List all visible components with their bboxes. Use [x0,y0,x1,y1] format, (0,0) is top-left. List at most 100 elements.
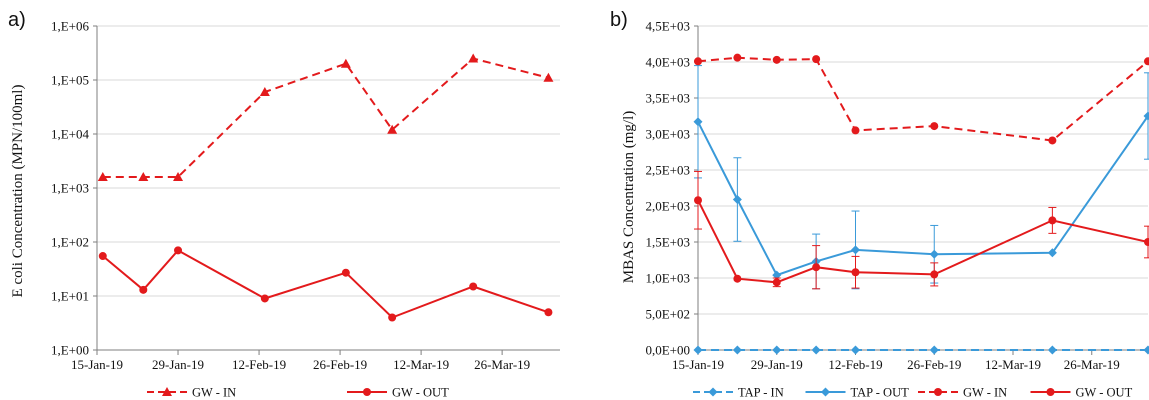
y-tick-label: 5,0E+02 [645,307,690,322]
y-tick-label: 3,5E+03 [645,91,690,106]
data-point-tap-in [1047,345,1057,355]
y-tick-label: 0,0E+00 [645,343,690,358]
series-line-gw-out-b [697,199,1149,284]
data-point-gw-out [812,263,821,272]
data-point-gw-in [97,171,108,181]
data-point-tap-out [732,195,742,205]
x-tick-label: 12-Feb-19 [232,357,286,372]
y-ticks-a: 1,E+00 1,E+01 1,E+02 1,E+03 1,E+04 1,E+05 1,E+… [51,19,97,358]
data-point-gw-out [388,313,397,322]
series-line-gw-in-b [697,56,1149,142]
y-tick-label: 1,E+05 [51,73,89,88]
data-point-gw-out [772,278,781,287]
legend-marker-tap-out [821,387,830,397]
y-tick-label: 1,E+06 [51,19,90,34]
legend-label-gw-in: GW - IN [192,386,236,400]
data-point-tap-out [929,249,939,259]
data-point-gw-in [930,122,939,131]
x-tick-label: 26-Mar-19 [1064,357,1120,372]
axes-b [697,26,1148,351]
legend-label-tap-in: TAP - IN [738,386,784,400]
y-tick-label: 1,0E+03 [645,271,690,286]
y-tick-label: 1,5E+03 [645,235,690,250]
data-point-gw-out [544,308,553,317]
data-point-gw-in [387,124,398,134]
data-point-gw-in [1048,136,1057,145]
data-point-tap-in [772,345,782,355]
data-point-gw-in [138,171,149,181]
x-tick-label: 26-Feb-19 [907,357,961,372]
data-point-tap-in [1143,345,1149,355]
y-axis-title-a: E coli Concentration (MPN/100ml) [10,85,26,298]
data-point-gw-in [1144,57,1149,66]
data-point-gw-in [812,55,821,64]
data-point-gw-out [1048,216,1057,225]
x-tick-label: 12-Feb-19 [828,357,882,372]
plot-area-b [693,53,1149,355]
data-point-gw-out [139,285,148,294]
y-ticks-b: 0,0E+00 5,0E+02 1,0E+03 1,5E+03 2,0E+03 2,5E+… [645,19,698,358]
data-point-gw-out [469,282,478,291]
legend-label-gw-in: GW - IN [963,386,1007,400]
y-tick-label: 3,0E+03 [645,127,690,142]
data-point-gw-out [1144,238,1149,246]
x-tick-label: 29-Jan-19 [152,357,204,372]
data-point-gw-out [98,252,107,261]
data-point-tap-out [1143,111,1149,121]
y-tick-label: 1,E+00 [51,343,89,358]
x-tick-label: 26-Mar-19 [474,357,530,372]
x-tick-label: 15-Jan-19 [71,357,123,372]
data-point-tap-in [851,345,860,355]
legend-label-gw-out: GW - OUT [1076,386,1133,400]
data-point-tap-in [929,345,939,355]
panel-label-a: a) [8,9,26,31]
legend-b: TAP - IN TAP - OUT GW - IN GW - OUT [693,386,1133,400]
y-tick-label: 1,E+02 [51,235,89,250]
y-tick-label: 4,5E+03 [645,19,690,34]
legend-label-gw-out: GW - OUT [392,386,449,400]
data-point-gw-in [772,55,781,64]
x-ticks-a: 15-Jan-19 29-Jan-19 12-Feb-19 26-Feb-19 12-M… [71,350,530,372]
legend-label-tap-out: TAP - OUT [851,386,910,400]
y-tick-label: 4,0E+03 [645,55,690,70]
legend-marker-tap-in [708,387,718,397]
series-line-gw-in-a [102,57,549,178]
plot-area-a [97,53,554,322]
data-point-gw-in [173,171,184,181]
data-point-gw-out [733,274,742,283]
data-point-tap-in [811,345,821,355]
x-tick-label: 12-Mar-19 [985,357,1041,372]
data-point-gw-in [340,58,351,68]
x-tick-label: 26-Feb-19 [313,357,367,372]
data-point-tap-out [851,245,860,255]
data-point-tap-out [772,270,782,280]
chart-mbas: b) MBAS Concentration (mg/l) 0,0E+00 5,0E… [610,9,1149,400]
y-tick-label: 1,E+03 [51,181,89,196]
series-line-gw-out-a [102,249,549,319]
data-point-gw-out [260,294,269,303]
legend-a: GW - IN GW - OUT [147,386,449,400]
data-point-tap-out [1047,248,1057,258]
legend-marker-gw-out [1046,388,1055,396]
series-line-tap-out-b [697,115,1149,277]
chart-ecoli: a) E coli Concentration (MPN/100ml) 1,E+… [8,9,560,400]
x-tick-label: 12-Mar-19 [393,357,449,372]
data-point-gw-in [694,57,702,66]
x-tick-label: 15-Jan-19 [672,357,724,372]
y-tick-label: 1,E+01 [51,289,89,304]
data-point-gw-in [259,86,270,96]
y-tick-label: 2,5E+03 [645,163,690,178]
data-point-tap-out [693,117,703,127]
legend-marker-gw-out [363,388,371,396]
data-point-gw-out [851,268,860,277]
data-point-gw-out [694,196,702,205]
y-tick-label: 2,0E+03 [645,199,690,214]
data-point-gw-in [851,126,860,135]
data-point-gw-in [733,53,742,62]
data-point-tap-in [732,345,742,355]
data-point-gw-out [174,246,183,255]
y-tick-label: 1,E+04 [51,127,90,142]
data-point-gw-out [341,268,350,277]
data-point-gw-in [468,53,479,63]
panel-label-b: b) [610,9,628,31]
